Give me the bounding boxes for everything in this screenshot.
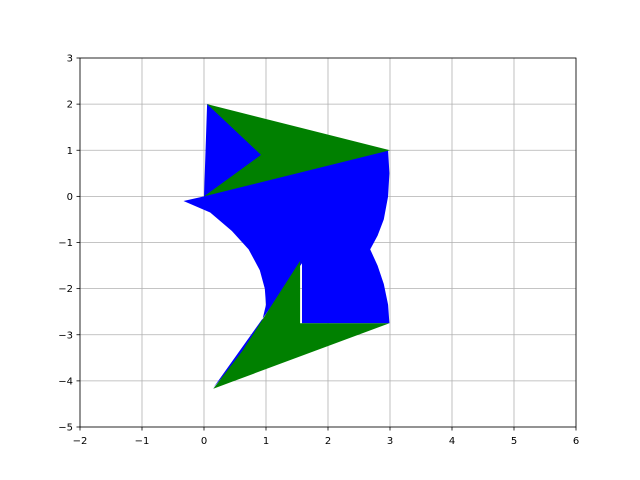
y-tick-label: 1 [67,146,73,157]
x-tick-label: 1 [263,436,269,447]
y-tick-label: 0 [67,192,73,203]
x-tick-label: 5 [511,436,517,447]
green-upper [204,104,390,197]
plot-frame [79,57,577,428]
data-shapes [183,104,390,389]
y-tick-label: −2 [58,284,73,295]
x-tick-label: 3 [387,436,393,447]
x-tick-label: −2 [73,436,88,447]
green-lower [213,260,390,389]
x-tick-label: 6 [573,436,579,447]
x-tick-label: 2 [325,436,331,447]
y-tick-label: −5 [58,423,73,434]
y-tick-label: 2 [67,100,73,111]
y-tick-label: −3 [58,330,73,341]
axis-ticks: −2 −1 0 1 2 3 4 5 6 −5 −4 −3 −2 −1 0 1 2 3 [58,54,579,448]
y-tick-label: 3 [67,54,73,65]
y-tick-label: −1 [58,238,73,249]
x-tick-label: 4 [449,436,455,447]
y-tick-label: −4 [58,376,73,387]
x-tick-label: 0 [201,436,207,447]
x-tick-label: −1 [135,436,150,447]
